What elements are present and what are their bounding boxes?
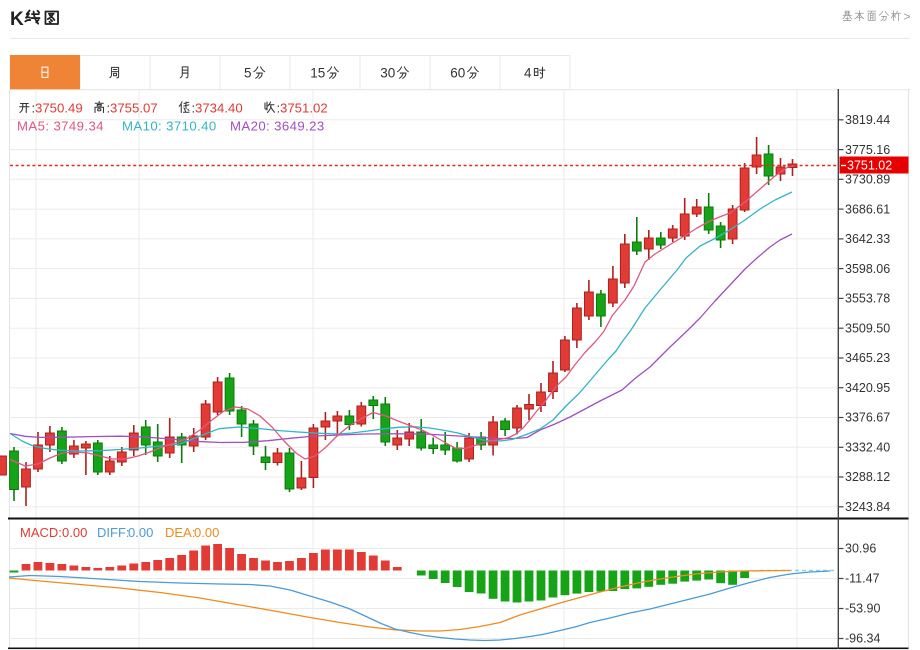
svg-text::: : bbox=[107, 100, 111, 115]
svg-text:15: 15 bbox=[310, 65, 325, 80]
svg-text:3750.49: 3750.49 bbox=[35, 100, 83, 115]
svg-text:3509.50: 3509.50 bbox=[845, 321, 890, 335]
svg-text:>: > bbox=[904, 10, 911, 24]
svg-text:0.00: 0.00 bbox=[194, 525, 219, 540]
svg-text:4: 4 bbox=[524, 65, 532, 80]
svg-text:3751.02: 3751.02 bbox=[280, 100, 328, 115]
svg-text::: : bbox=[277, 100, 281, 115]
svg-text:3775.16: 3775.16 bbox=[845, 143, 890, 157]
svg-text:K: K bbox=[10, 9, 24, 30]
svg-text:-96.34: -96.34 bbox=[845, 632, 880, 646]
svg-text:MA10: 3710.40: MA10: 3710.40 bbox=[122, 119, 217, 134]
svg-text:0.00: 0.00 bbox=[128, 525, 153, 540]
svg-text:3819.44: 3819.44 bbox=[845, 113, 890, 127]
svg-text:30.96: 30.96 bbox=[845, 542, 876, 556]
svg-text:3734.40: 3734.40 bbox=[195, 100, 243, 115]
svg-text:3730.89: 3730.89 bbox=[845, 173, 890, 187]
svg-text:3376.67: 3376.67 bbox=[845, 411, 890, 425]
svg-text:3332.40: 3332.40 bbox=[845, 441, 890, 455]
svg-text::: : bbox=[192, 100, 196, 115]
svg-text:0.00: 0.00 bbox=[62, 525, 87, 540]
svg-text:MA5: 3749.34: MA5: 3749.34 bbox=[17, 119, 104, 134]
svg-text:5: 5 bbox=[244, 65, 252, 80]
svg-text:-53.90: -53.90 bbox=[845, 602, 880, 616]
svg-text:3420.95: 3420.95 bbox=[845, 381, 890, 395]
svg-text:3553.78: 3553.78 bbox=[845, 292, 890, 306]
svg-text:3288.12: 3288.12 bbox=[845, 470, 890, 484]
svg-text:3686.61: 3686.61 bbox=[845, 202, 890, 216]
svg-text:3598.06: 3598.06 bbox=[845, 262, 890, 276]
svg-text:30: 30 bbox=[380, 65, 395, 80]
svg-text:60: 60 bbox=[450, 65, 465, 80]
svg-text:3465.23: 3465.23 bbox=[845, 351, 890, 365]
svg-text:DEA:: DEA: bbox=[165, 525, 195, 540]
svg-text:3243.84: 3243.84 bbox=[845, 500, 890, 514]
svg-text::: : bbox=[32, 100, 36, 115]
svg-text:-11.47: -11.47 bbox=[845, 572, 880, 586]
svg-text:MA20: 3649.23: MA20: 3649.23 bbox=[230, 119, 325, 134]
svg-text:3642.33: 3642.33 bbox=[845, 232, 890, 246]
svg-text:3755.07: 3755.07 bbox=[110, 100, 158, 115]
svg-text:3751.02: 3751.02 bbox=[847, 159, 892, 173]
svg-text:DIFF:: DIFF: bbox=[97, 525, 130, 540]
svg-text:MACD:: MACD: bbox=[20, 525, 62, 540]
